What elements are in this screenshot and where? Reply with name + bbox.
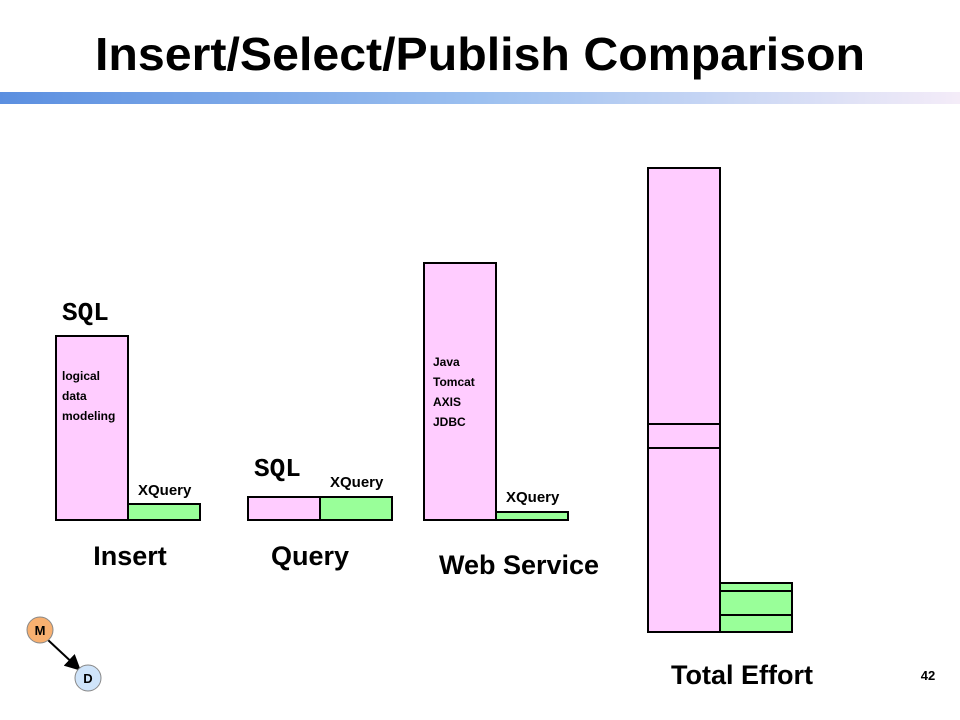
arrow xyxy=(47,639,81,671)
note: logical xyxy=(62,369,100,383)
node-label: M xyxy=(35,623,46,638)
xquery-bar xyxy=(127,503,201,521)
sql-bar xyxy=(247,496,321,521)
note: Tomcat xyxy=(433,375,475,389)
title: Insert/Select/Publish Comparison xyxy=(95,28,865,80)
group-label: Insert xyxy=(93,541,167,571)
node-label: D xyxy=(83,671,92,686)
xquery-bar xyxy=(319,496,393,521)
note: JDBC xyxy=(433,415,466,429)
note: data xyxy=(62,389,87,403)
node-d xyxy=(74,664,102,692)
sql-label: SQL xyxy=(62,298,109,328)
group-label: Total Effort xyxy=(671,660,813,690)
sql-bar xyxy=(55,335,129,521)
total-sql-bar xyxy=(647,167,721,633)
note: modeling xyxy=(62,409,115,423)
node-m xyxy=(26,616,54,644)
page-number: 42 xyxy=(921,668,935,683)
xquery-label: XQuery xyxy=(330,474,384,491)
group-label: Query xyxy=(271,541,349,571)
group-label: Web Service xyxy=(439,550,599,580)
xquery-label: XQuery xyxy=(138,482,192,499)
sql-bar xyxy=(423,262,497,521)
xquery-label: XQuery xyxy=(506,489,560,506)
note: AXIS xyxy=(433,395,461,409)
note: Java xyxy=(433,355,460,369)
xquery-bar xyxy=(495,511,569,521)
title-rule xyxy=(0,92,960,104)
sql-label: SQL xyxy=(254,454,301,484)
